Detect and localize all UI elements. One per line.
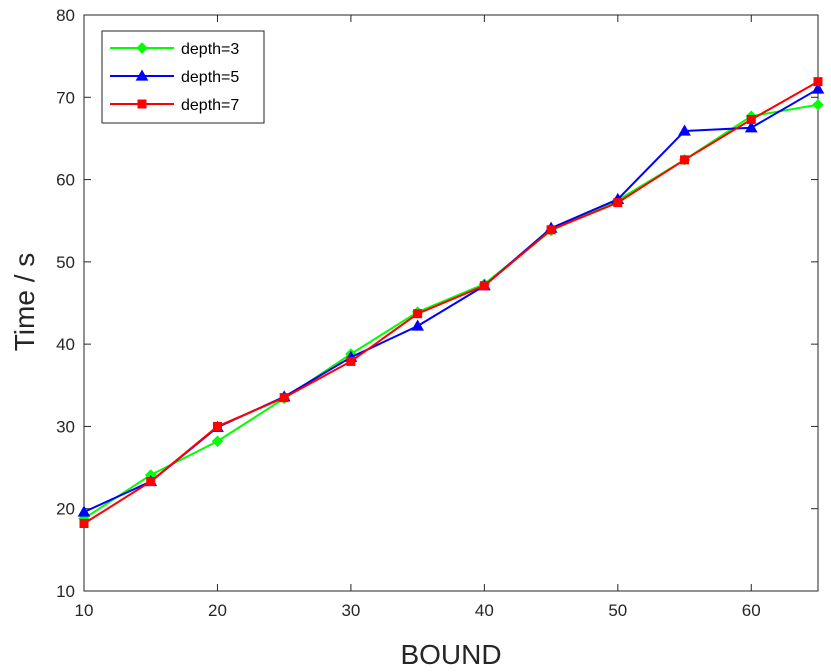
y-tick-label: 60 (56, 171, 75, 190)
legend-label: depth=3 (181, 41, 239, 58)
series-line (83, 80, 819, 525)
x-tick-label: 60 (742, 601, 761, 620)
data-point (279, 393, 289, 403)
x-tick-label: 50 (608, 601, 627, 620)
data-point (146, 477, 156, 487)
legend-label: depth=7 (181, 97, 239, 114)
y-axis-title: Time / s (9, 253, 40, 352)
x-tick-label: 20 (208, 601, 227, 620)
y-tick-label: 80 (56, 6, 75, 25)
data-point (79, 519, 89, 529)
data-point (411, 319, 424, 331)
legend-label: depth=5 (181, 69, 239, 86)
data-point (212, 421, 222, 431)
legend-marker (136, 42, 148, 54)
data-point (413, 309, 423, 319)
x-axis-title: BOUND (400, 639, 501, 670)
data-point (746, 115, 756, 125)
x-tick-label: 10 (75, 601, 94, 620)
axes-box (83, 14, 819, 592)
x-tick-label: 40 (475, 601, 494, 620)
data-point (479, 281, 489, 291)
legend: depth=3 depth=5 depth=7 (101, 30, 265, 124)
data-point (811, 82, 825, 94)
series-depth-7 (79, 77, 823, 529)
legend-marker (137, 99, 147, 109)
data-point (211, 435, 224, 447)
data-point (678, 124, 691, 136)
y-tick-label: 50 (56, 253, 75, 272)
data-point (812, 98, 824, 111)
data-point (546, 225, 556, 235)
legend-marker (135, 69, 149, 81)
y-tick-label: 10 (56, 582, 75, 601)
legend-box (101, 30, 265, 124)
y-tick-label: 40 (56, 335, 75, 354)
axes: 10 20 30 40 50 60 10 20 30 40 50 60 70 80 (56, 6, 819, 620)
series-layer (77, 77, 825, 529)
data-point (744, 121, 758, 133)
data-point (613, 198, 623, 208)
data-point (77, 505, 91, 517)
x-tick-label: 30 (341, 601, 360, 620)
data-point (346, 356, 356, 366)
y-tick-label: 20 (56, 500, 75, 519)
y-tick-label: 30 (56, 417, 75, 436)
data-point (680, 155, 690, 165)
data-point (813, 77, 823, 87)
y-tick-label: 70 (56, 88, 75, 107)
